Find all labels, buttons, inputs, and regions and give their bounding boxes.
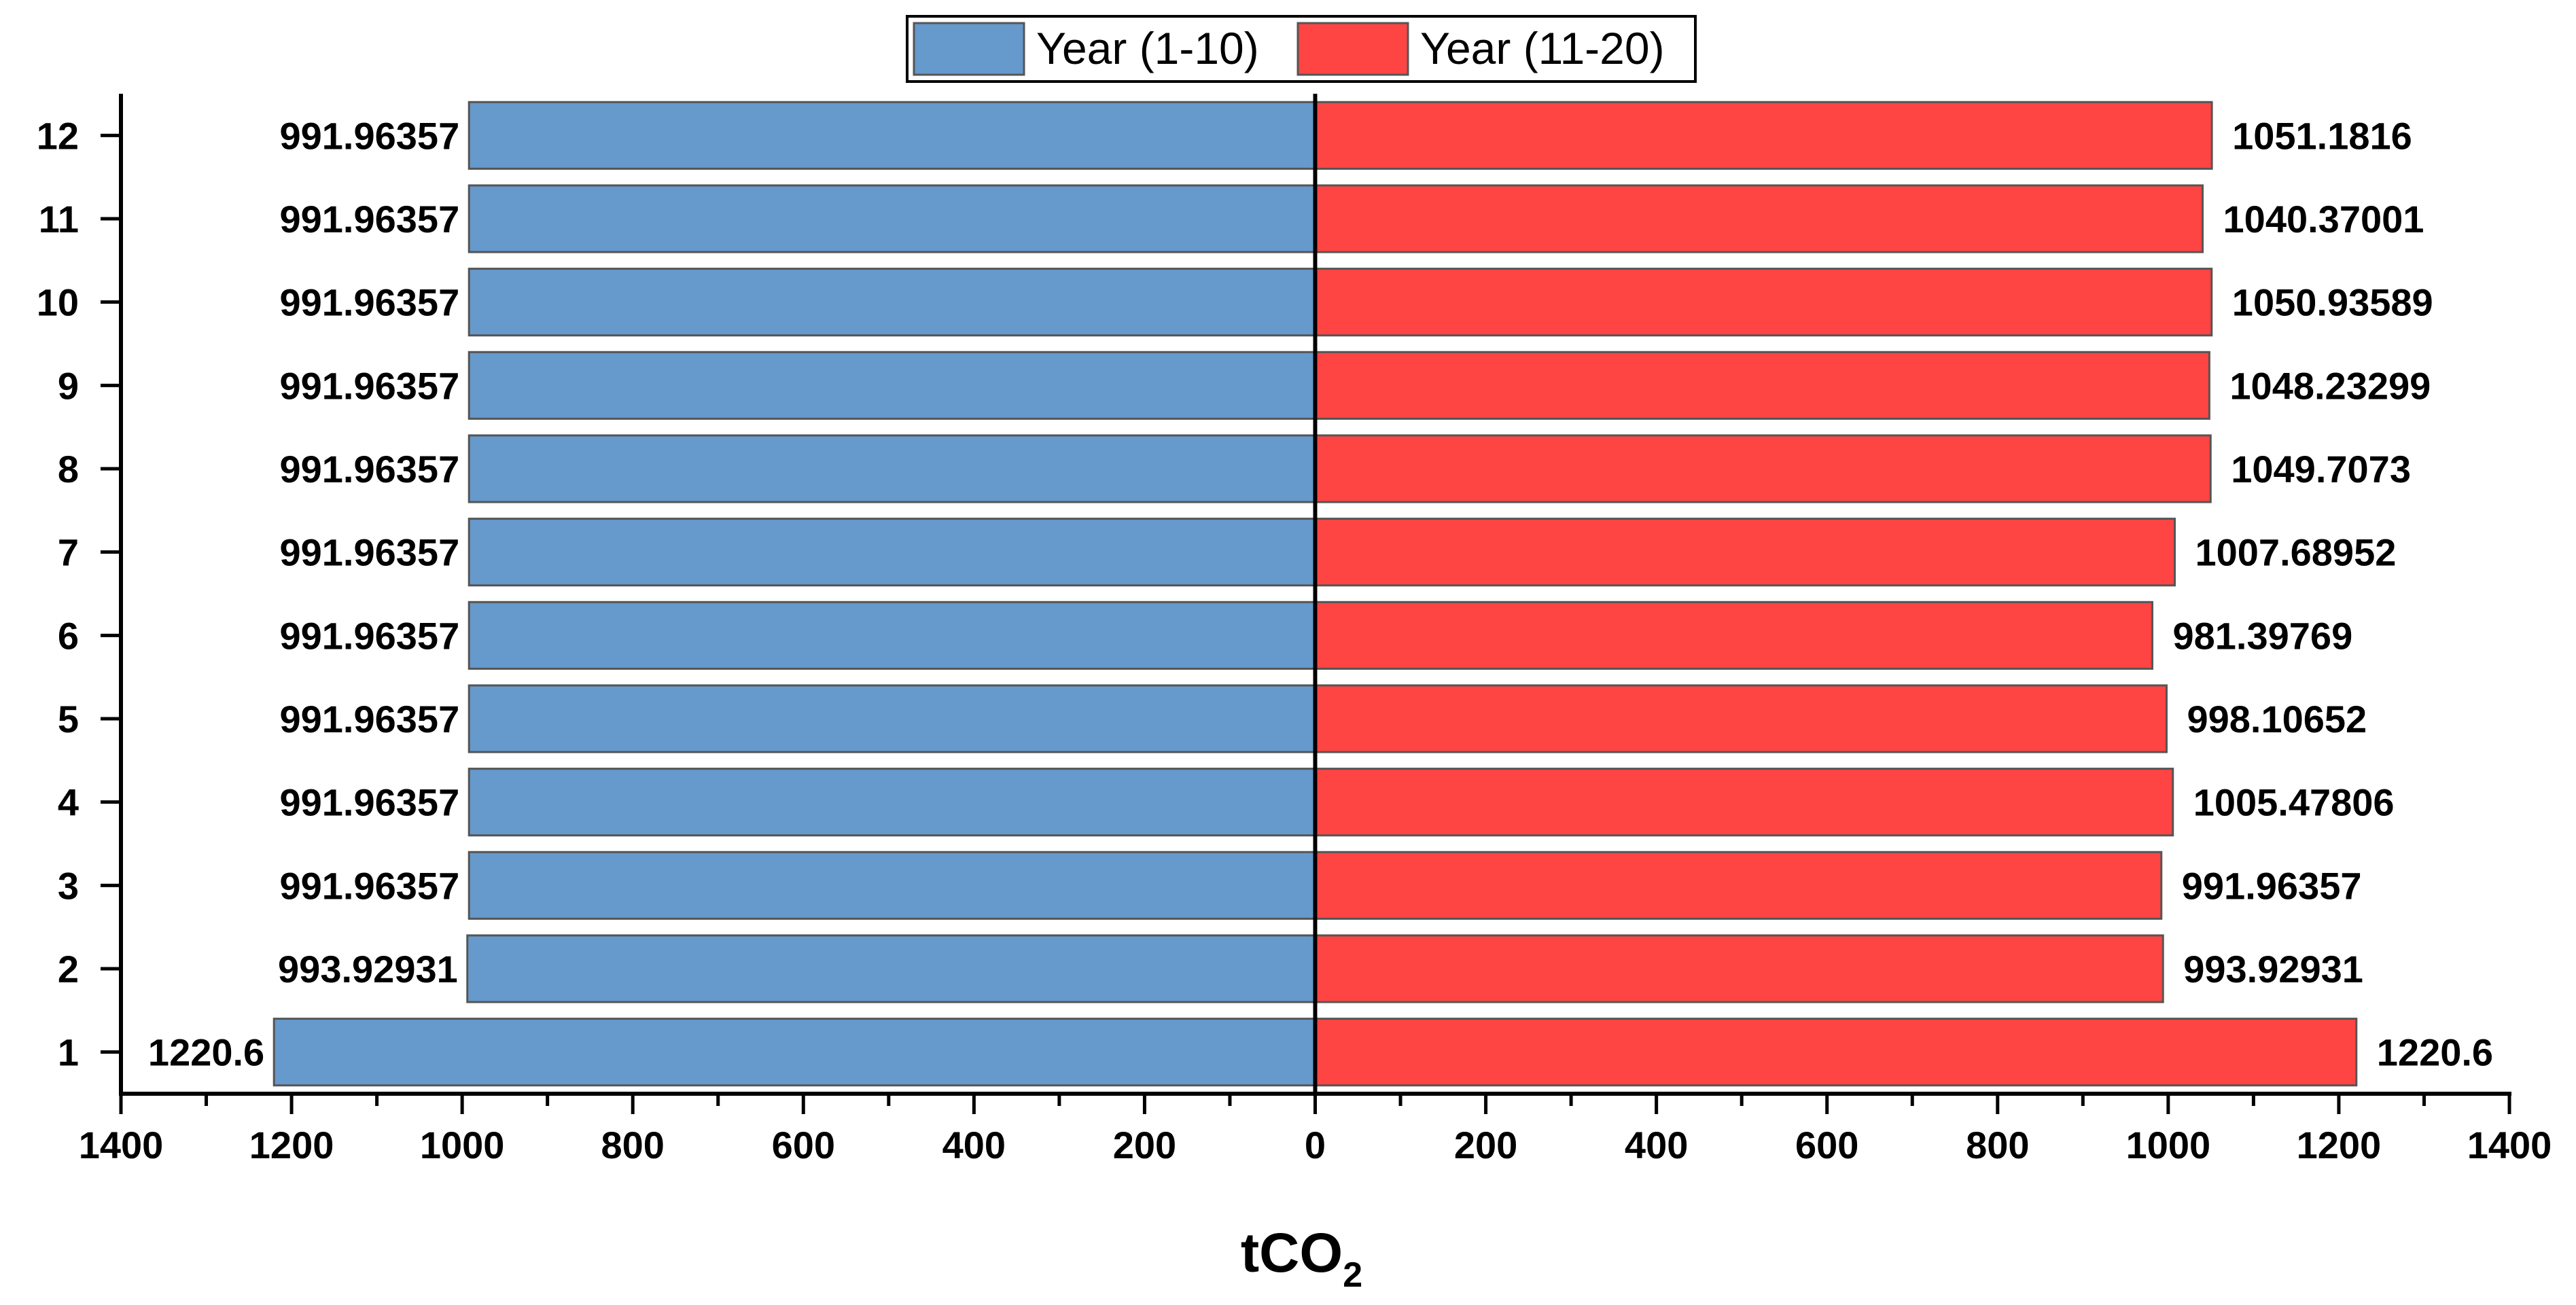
x-tick-label: 1200 <box>249 1124 334 1166</box>
x-tick-label: 800 <box>1966 1124 2029 1166</box>
data-label-left-1: 1220.6 <box>148 1031 264 1074</box>
bar-right-3 <box>1314 851 2163 920</box>
data-label-left-8: 991.96357 <box>280 448 460 490</box>
bar-right-4 <box>1314 768 2174 837</box>
bar-right-6 <box>1314 601 2154 670</box>
x-tick-label: 600 <box>772 1124 835 1166</box>
data-label-left-10: 991.96357 <box>280 281 460 324</box>
data-labels: 1220.6 1220.6 993.92931 993.92931 991.96357 9… <box>148 114 2493 1073</box>
bar-right-11 <box>1314 184 2204 253</box>
bar-right-9 <box>1314 351 2210 420</box>
data-label-left-3: 991.96357 <box>280 864 460 907</box>
data-label-left-2: 993.92931 <box>278 948 458 990</box>
bar-right-1 <box>1314 1018 2358 1087</box>
series-year-11-20 <box>1314 101 2358 1087</box>
x-axis-title-main: tCO <box>1241 1222 1343 1284</box>
y-tick-label-10: 10 <box>37 281 79 324</box>
legend: Year (1-10) Year (11-20) <box>906 15 1697 83</box>
bar-left-12 <box>467 101 1316 170</box>
x-axis-title-text: tCO2 <box>1241 1222 1362 1295</box>
bar-right-5 <box>1314 684 2168 753</box>
bar-right-10 <box>1314 268 2213 337</box>
x-tick-label: 1400 <box>79 1124 164 1166</box>
bar-right-8 <box>1314 434 2212 503</box>
bar-right-12 <box>1314 101 2213 170</box>
x-tick-label: 1400 <box>2467 1124 2552 1166</box>
y-tick-label-7: 7 <box>58 531 79 574</box>
legend-swatch-year-1-10 <box>913 22 1025 76</box>
x-tick-label: 400 <box>942 1124 1006 1166</box>
x-axis-title: tCO2 <box>1241 1222 1362 1295</box>
legend-label-year-11-20: Year (11-20) <box>1420 23 1665 73</box>
y-tick-label-11: 11 <box>39 198 79 240</box>
y-tick-label-12: 12 <box>37 114 79 157</box>
data-label-left-11: 991.96357 <box>280 198 460 240</box>
x-tick-label: 0 <box>1305 1124 1326 1166</box>
data-label-right-5: 998.10652 <box>2187 698 2367 740</box>
bar-left-4 <box>467 768 1316 837</box>
data-label-right-3: 991.96357 <box>2182 864 2362 907</box>
data-label-right-10: 1050.93589 <box>2232 281 2433 324</box>
data-label-right-4: 1005.47806 <box>2193 781 2395 824</box>
data-label-right-1: 1220.6 <box>2377 1031 2493 1074</box>
x-tick-label: 800 <box>601 1124 664 1166</box>
data-label-left-12: 991.96357 <box>280 114 460 157</box>
data-label-left-6: 991.96357 <box>280 614 460 657</box>
bar-left-1 <box>272 1018 1316 1087</box>
y-tick-label-4: 4 <box>58 781 79 824</box>
bar-left-5 <box>467 684 1316 753</box>
data-label-left-7: 991.96357 <box>280 531 460 574</box>
bar-left-11 <box>467 184 1316 253</box>
data-label-right-8: 1049.7073 <box>2231 448 2411 490</box>
x-axis-title-subscript: 2 <box>1343 1255 1362 1295</box>
x-tick-label: 1000 <box>2126 1124 2211 1166</box>
data-label-left-9: 991.96357 <box>280 364 460 407</box>
data-label-right-11: 1040.37001 <box>2223 198 2424 240</box>
data-label-right-9: 1048.23299 <box>2229 364 2431 407</box>
bar-left-7 <box>467 518 1316 587</box>
x-tick-label: 1000 <box>420 1124 505 1166</box>
x-tick-label: 1200 <box>2297 1124 2382 1166</box>
bar-left-8 <box>467 434 1316 503</box>
y-tick-label-9: 9 <box>58 364 79 407</box>
bar-left-9 <box>467 351 1316 420</box>
legend-swatch-year-11-20 <box>1296 22 1409 76</box>
bar-right-2 <box>1314 934 2164 1003</box>
x-tick-label: 200 <box>1113 1124 1176 1166</box>
data-label-right-12: 1051.1816 <box>2232 114 2412 157</box>
data-label-left-4: 991.96357 <box>280 781 460 824</box>
y-tick-label-3: 3 <box>58 864 79 907</box>
bar-right-7 <box>1314 518 2176 587</box>
data-label-right-6: 981.39769 <box>2173 614 2353 657</box>
x-tick-label: 200 <box>1454 1124 1517 1166</box>
y-tick-label-2: 2 <box>58 948 79 990</box>
bar-left-6 <box>467 601 1316 670</box>
legend-label-year-1-10: Year (1-10) <box>1036 23 1259 73</box>
bar-left-2 <box>466 934 1316 1003</box>
y-tick-label-6: 6 <box>58 614 79 657</box>
bar-left-3 <box>467 851 1316 920</box>
bar-left-10 <box>467 268 1316 337</box>
data-label-right-2: 993.92931 <box>2183 948 2363 990</box>
y-tick-label-5: 5 <box>58 698 79 740</box>
x-tick-label: 400 <box>1625 1124 1688 1166</box>
x-tick-label: 600 <box>1795 1124 1858 1166</box>
series-year-1-10 <box>272 101 1316 1087</box>
y-tick-label-1: 1 <box>58 1031 79 1074</box>
data-label-left-5: 991.96357 <box>280 698 460 740</box>
data-label-right-7: 1007.68952 <box>2195 531 2397 574</box>
y-tick-label-8: 8 <box>58 448 79 490</box>
